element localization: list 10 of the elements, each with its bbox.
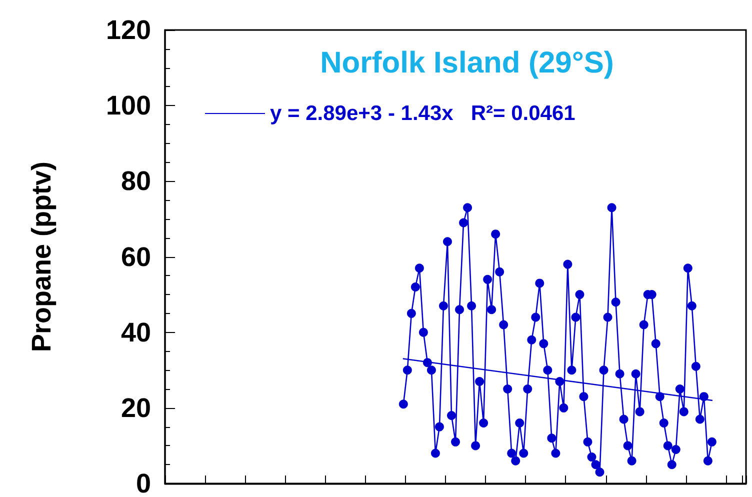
y-axis-title: Propane (pptv) [26,161,56,352]
y-tick-label: 0 [136,468,151,497]
y-tick-label: 60 [120,242,151,272]
y-tick-label: 40 [120,317,151,348]
y-tick-label: 80 [120,166,151,196]
y-tick-label: 100 [106,90,151,121]
legend-label: y = 2.89e+3 - 1.43x R²= 0.0461 [270,102,576,125]
y-tick-label: 20 [120,392,151,423]
text: Norfolk Island (29°S) [320,46,614,80]
y-tick-label: 120 [106,15,151,45]
